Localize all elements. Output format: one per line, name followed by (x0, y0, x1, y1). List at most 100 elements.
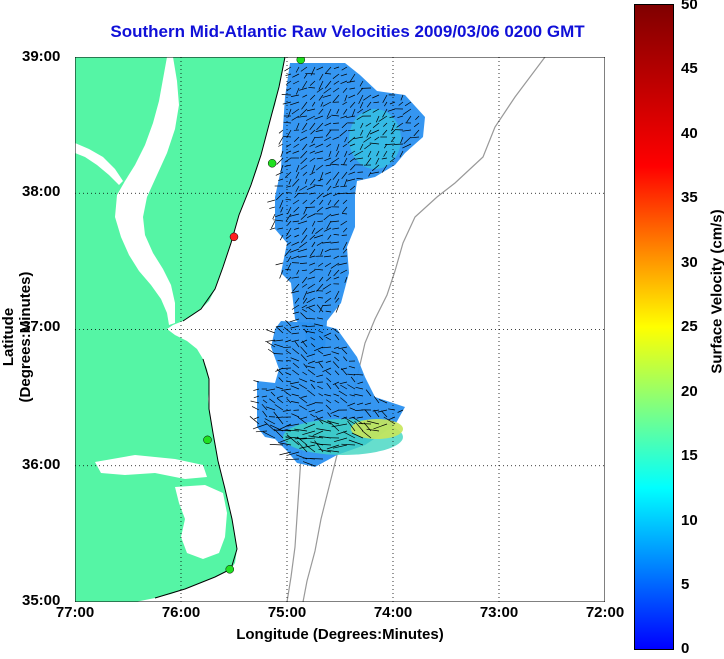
velocity-vector (275, 416, 284, 419)
colorbar-tick-label: 50 (681, 0, 698, 13)
x-tick-label: 77:00 (55, 604, 95, 621)
velocity-vector (333, 276, 340, 280)
velocity-vector (333, 66, 340, 70)
velocity-vector (306, 402, 316, 407)
velocity-vector (297, 220, 308, 225)
velocity-vector (250, 400, 260, 404)
velocity-vector (348, 439, 364, 446)
velocity-vector (327, 269, 332, 277)
velocity-vector (357, 402, 364, 406)
velocity-vector (293, 143, 300, 148)
velocity-vector (291, 108, 300, 115)
velocity-vector (306, 290, 316, 294)
velocity-vector (301, 395, 308, 398)
velocity-vector (292, 348, 300, 355)
velocity-vector (332, 381, 340, 386)
velocity-vector (306, 353, 316, 358)
velocity-vector (303, 328, 308, 334)
velocity-vector (389, 157, 396, 163)
velocity-vector (286, 185, 292, 188)
radar-site-marker (225, 565, 235, 574)
velocity-vector (350, 164, 356, 171)
velocity-vector (297, 248, 308, 253)
velocity-vector (316, 206, 324, 212)
velocity-vector (324, 136, 332, 142)
velocity-vector (348, 94, 356, 99)
velocity-vector (327, 449, 340, 453)
velocity-vector (334, 383, 340, 390)
velocity-vector (327, 185, 332, 191)
velocity-vector (318, 80, 324, 90)
velocity-vector (348, 365, 356, 369)
velocity-vector (358, 94, 364, 105)
velocity-vector (382, 129, 388, 136)
velocity-vector (342, 87, 348, 93)
velocity-vector (333, 199, 340, 206)
velocity-vector (373, 396, 380, 404)
velocity-vector (303, 206, 308, 215)
velocity-vector (350, 376, 356, 383)
velocity-vector (394, 143, 404, 145)
velocity-vector (319, 419, 332, 425)
velocity-vector (342, 241, 348, 250)
velocity-vector (302, 297, 308, 304)
colorbar-tick-label: 30 (681, 254, 698, 271)
velocity-vector (306, 185, 316, 191)
velocity-vector (286, 241, 292, 246)
velocity-vector (273, 219, 284, 222)
velocity-vector (315, 409, 324, 414)
velocity-vector (348, 171, 356, 175)
velocity-vector (285, 339, 292, 343)
velocity-vector (334, 334, 340, 341)
velocity-vector (364, 143, 372, 150)
velocity-vector (289, 101, 300, 106)
velocity-vector (327, 412, 332, 418)
velocity-vector (284, 164, 292, 167)
velocity-vector (285, 80, 292, 85)
velocity-vector (284, 171, 292, 178)
velocity-vector (360, 129, 364, 136)
velocity-vector (324, 157, 332, 162)
velocity-vector (376, 150, 380, 157)
velocity-vector (355, 386, 364, 390)
velocity-vector (254, 416, 260, 420)
radar-site-marker (296, 57, 306, 64)
velocity-vector (296, 436, 308, 446)
velocity-vector (309, 80, 316, 86)
velocity-vector (311, 101, 316, 107)
velocity-vector (302, 94, 308, 98)
velocity-vector (382, 108, 388, 118)
velocity-vector (316, 317, 324, 320)
velocity-vector (341, 66, 348, 71)
velocity-vector (294, 297, 300, 304)
velocity-vector (294, 234, 300, 238)
velocity-vector (354, 393, 364, 397)
velocity-vector (326, 108, 332, 118)
velocity-vector (326, 143, 332, 148)
velocity-vector (299, 136, 308, 141)
velocity-vector (285, 436, 300, 439)
velocity-vector (338, 390, 348, 397)
velocity-vector (347, 384, 356, 390)
velocity-vector (322, 304, 332, 306)
velocity-vector (277, 227, 284, 230)
velocity-vector (289, 213, 300, 217)
velocity-vector (309, 143, 316, 147)
velocity-vector (264, 418, 276, 425)
velocity-vector (262, 410, 268, 418)
carolina-outline (154, 358, 238, 599)
velocity-vector (308, 87, 316, 89)
velocity-vector (319, 335, 324, 341)
velocity-vector (317, 350, 324, 355)
velocity-vector (389, 115, 396, 119)
x-tick-label: 74:00 (373, 604, 413, 621)
velocity-vector (301, 269, 308, 272)
velocity-vector (354, 157, 364, 160)
velocity-vector (302, 227, 308, 235)
velocity-vector (341, 368, 348, 376)
velocity-vector (287, 276, 292, 282)
velocity-vector (318, 393, 324, 397)
velocity-vector (340, 384, 348, 390)
velocity-vector (333, 346, 340, 349)
velocity-vector (371, 164, 380, 172)
